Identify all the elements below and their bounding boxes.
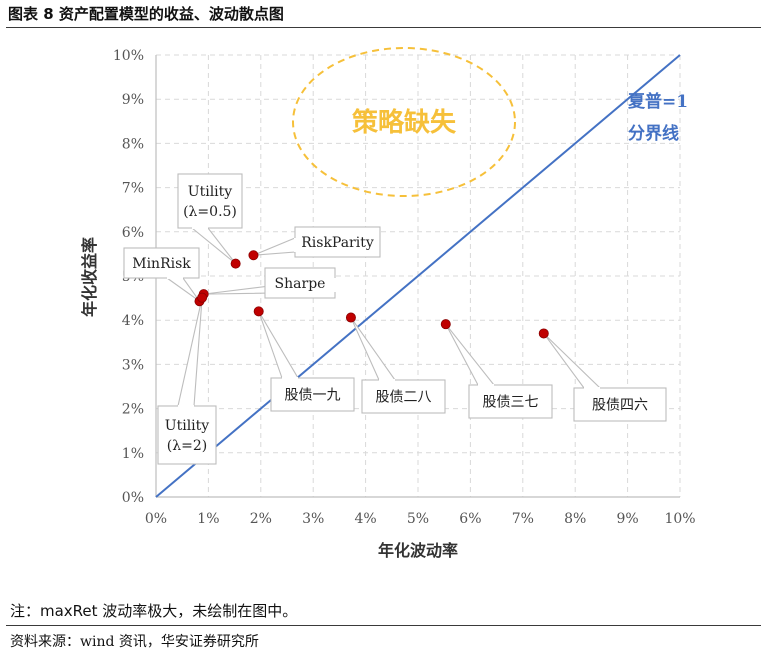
- sharpe-boundary-label-line2: 分界线: [628, 123, 679, 144]
- callout-label: MinRisk: [132, 256, 191, 272]
- y-tick-label: 8%: [122, 136, 144, 152]
- data-point: [230, 258, 241, 269]
- callout-box: [361, 379, 446, 414]
- data-point: [440, 319, 451, 330]
- footnote-rule: [6, 625, 761, 626]
- y-tick-label: 9%: [122, 92, 144, 108]
- y-axis-title: 年化收益率: [80, 237, 99, 317]
- callout-label: 股债三七: [483, 395, 539, 411]
- callout-label: RiskParity: [301, 235, 374, 251]
- x-tick-label: 2%: [250, 511, 272, 527]
- data-points: [194, 250, 549, 339]
- sharpe-boundary-label-line1: 夏普=1: [628, 91, 688, 112]
- x-tick-label: 1%: [197, 511, 219, 527]
- callout-box: [270, 377, 355, 412]
- callout: Utility (λ=2): [157, 297, 217, 465]
- y-tick-label: 2%: [122, 402, 144, 418]
- callout-label: Utility: [165, 418, 209, 434]
- callout-label: Utility: [188, 184, 232, 200]
- x-axis-title: 年化波动率: [378, 541, 458, 560]
- data-point: [538, 328, 549, 339]
- callout-pointer: [253, 237, 296, 256]
- x-tick-label: 0%: [145, 511, 167, 527]
- callout-box: [573, 387, 667, 422]
- callout-label: 股债一九: [285, 388, 341, 404]
- callout-pointer: [177, 297, 203, 407]
- footnote: 注：maxRet 波动率极大，未绘制在图中。: [10, 602, 298, 620]
- x-tick-labels: 0% 1% 2% 3% 4% 5% 6% 7% 8% 9% 10%: [145, 511, 696, 527]
- x-tick-label: 6%: [459, 511, 481, 527]
- callout: RiskParity: [253, 226, 381, 258]
- data-point: [345, 312, 356, 323]
- y-tick-label: 3%: [122, 357, 144, 373]
- callout-pointer: [165, 277, 200, 302]
- callout-box: [177, 173, 243, 229]
- callout-box: [123, 247, 200, 279]
- callout-box: [157, 405, 217, 465]
- x-tick-label: 5%: [407, 511, 429, 527]
- y-tick-label: 6%: [122, 225, 144, 241]
- callout: Utility (λ=0.5): [177, 173, 243, 265]
- data-point: [253, 306, 264, 317]
- sharpe-1-boundary-line: [155, 54, 681, 498]
- x-tick-label: 4%: [354, 511, 376, 527]
- callout-box: [468, 384, 553, 419]
- callout: Sharpe: [203, 267, 336, 299]
- x-tick-label: 9%: [616, 511, 638, 527]
- scatter-chart: 0% 1% 2% 3% 4% 5% 6% 7% 8% 9% 10% 0% 1% 2% 3% 4% 5% 6% 7%…: [80, 47, 696, 560]
- missing-strategy-label: 策略缺失: [352, 107, 457, 138]
- sharpe-boundary-label: 夏普=1 分界线: [628, 91, 694, 144]
- callout-pointer: [350, 317, 397, 381]
- callout-pointer: [258, 311, 299, 379]
- source-line: 资料来源：wind 资讯，华安证券研究所: [10, 634, 259, 650]
- callout: 股债三七: [445, 323, 553, 419]
- y-tick-label: 10%: [113, 48, 144, 64]
- callout-pointer: [543, 333, 602, 389]
- missing-strategy-ellipse: [292, 47, 516, 197]
- callout: 股债一九: [258, 311, 355, 412]
- figure-title: 图表 8 资产配置模型的收益、波动散点图: [8, 5, 284, 23]
- callout: 股债四六: [543, 333, 667, 422]
- y-tick-label: 7%: [122, 181, 144, 197]
- callout: 股债二八: [350, 317, 446, 414]
- y-tick-label: 4%: [122, 313, 144, 329]
- callout-label: 股债二八: [376, 390, 432, 406]
- x-tick-label: 3%: [302, 511, 324, 527]
- callout-pointer: [445, 323, 496, 386]
- y-tick-label: 0%: [122, 490, 144, 506]
- x-tick-label: 8%: [564, 511, 586, 527]
- x-tick-label: 10%: [664, 511, 695, 527]
- x-tick-label: 7%: [512, 511, 534, 527]
- callouts: Utility (λ=0.5) RiskParity MinRisk Sharpe Uti…: [123, 173, 667, 465]
- callout-label: (λ=2): [167, 438, 207, 454]
- callout-label: 股债四六: [592, 398, 648, 414]
- data-point: [248, 250, 259, 261]
- data-point: [197, 292, 208, 303]
- callout-label: (λ=0.5): [183, 204, 237, 220]
- title-rule: [6, 27, 761, 28]
- y-tick-label: 1%: [122, 446, 144, 462]
- callout-box: [294, 226, 381, 258]
- callout-label: Sharpe: [275, 276, 326, 292]
- callout: MinRisk: [123, 247, 200, 302]
